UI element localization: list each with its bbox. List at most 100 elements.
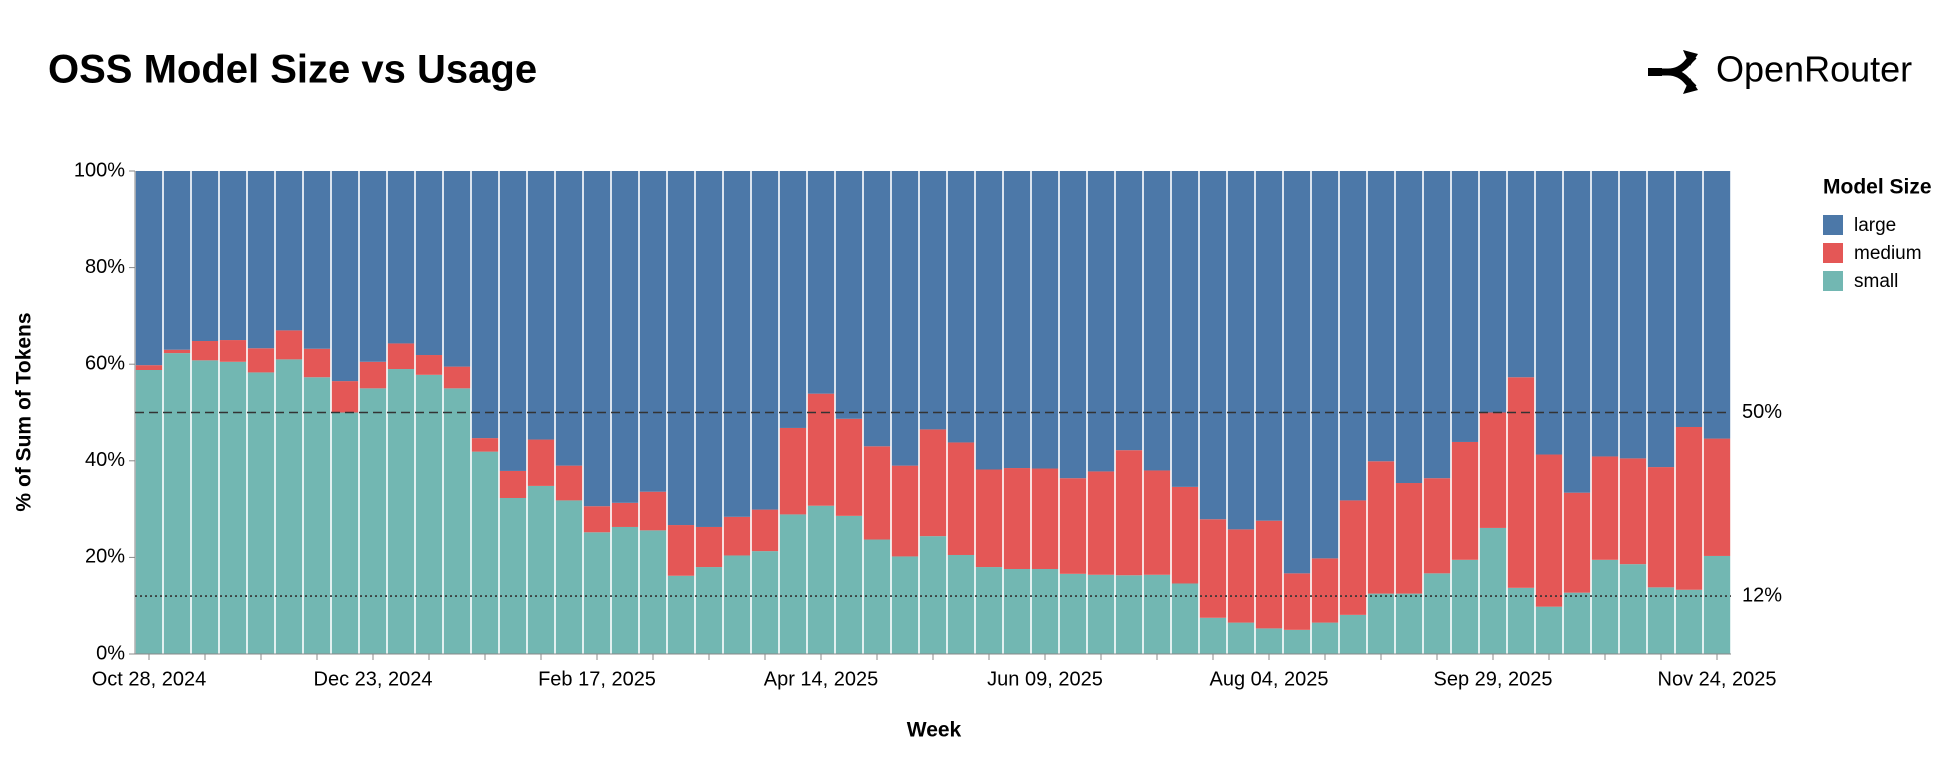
- bar-segment: [303, 348, 331, 378]
- bar-segment: [779, 427, 807, 515]
- bar-segment: [975, 567, 1003, 654]
- bar-segment: [247, 348, 275, 373]
- bar-segment: [807, 505, 835, 654]
- bar-segment: [1003, 568, 1031, 654]
- bar-segment: [807, 171, 835, 394]
- chart-title: OSS Model Size vs Usage: [48, 48, 537, 92]
- bar-segment: [1423, 478, 1451, 574]
- x-tick-label: Apr 14, 2025: [764, 668, 879, 690]
- bar-segment: [1367, 171, 1395, 462]
- bar-segment: [219, 171, 247, 341]
- bar-segment: [247, 372, 275, 654]
- bar-segment: [1591, 171, 1619, 457]
- bar-segment: [1535, 171, 1563, 455]
- bar-segment: [1059, 478, 1087, 574]
- bar-segment: [1563, 592, 1591, 654]
- x-tick-label: Sep 29, 2025: [1434, 668, 1553, 690]
- bar-segment: [1535, 606, 1563, 654]
- bar-segment: [1479, 412, 1507, 528]
- bar-segment: [1115, 171, 1143, 451]
- bar-segment: [1311, 558, 1339, 623]
- bar-segment: [303, 377, 331, 654]
- bar-segment: [1647, 171, 1675, 468]
- bar-segment: [723, 555, 751, 654]
- y-tick-label: 0%: [96, 642, 125, 664]
- bar-segment: [1227, 529, 1255, 623]
- bar-segment: [135, 171, 163, 366]
- bar-segment: [135, 369, 163, 654]
- bar-segment: [359, 361, 387, 389]
- bar-segment: [415, 355, 443, 375]
- bar-segment: [555, 465, 583, 501]
- bar-segment: [1171, 486, 1199, 584]
- bar-segment: [163, 171, 191, 350]
- bar-segment: [1171, 583, 1199, 654]
- bar-segment: [1619, 171, 1647, 459]
- bar-segment: [611, 171, 639, 503]
- bar-segment: [1563, 171, 1591, 493]
- reference-label: 12%: [1742, 584, 1782, 606]
- bar-segment: [275, 171, 303, 331]
- bar-segment: [1647, 467, 1675, 588]
- bar-segment: [471, 451, 499, 654]
- bar-segment: [1115, 575, 1143, 654]
- bar-segment: [1675, 171, 1703, 427]
- x-tick-label: Feb 17, 2025: [538, 668, 656, 690]
- bar-segment: [807, 393, 835, 506]
- bar-segment: [1171, 171, 1199, 487]
- bar-segment: [891, 171, 919, 466]
- bar-segment: [1479, 171, 1507, 413]
- bar-segment: [667, 171, 695, 526]
- bar-segment: [1507, 171, 1535, 378]
- bar-segment: [1227, 171, 1255, 530]
- bar-segment: [499, 171, 527, 471]
- legend-label: large: [1854, 215, 1896, 236]
- y-tick-label: 60%: [85, 352, 125, 374]
- bar-segment: [1591, 559, 1619, 654]
- bar-segment: [1255, 628, 1283, 654]
- bar-segment: [1535, 454, 1563, 607]
- bar-segment: [1423, 573, 1451, 654]
- bar-segment: [331, 412, 359, 654]
- bar-segment: [471, 171, 499, 439]
- bar-segment: [1087, 471, 1115, 575]
- legend-swatch: [1823, 215, 1843, 235]
- bar-segment: [1227, 622, 1255, 654]
- bar-segment: [863, 171, 891, 447]
- bar-segment: [863, 446, 891, 540]
- legend-swatch: [1823, 271, 1843, 291]
- bar-segment: [1395, 483, 1423, 594]
- bar-segment: [639, 491, 667, 531]
- x-tick-label: Aug 04, 2025: [1210, 668, 1329, 690]
- bar-segment: [1647, 587, 1675, 654]
- bar-segment: [191, 341, 219, 361]
- bar-segment: [779, 171, 807, 428]
- bar-segment: [303, 171, 331, 349]
- bar-segment: [919, 171, 947, 430]
- bar-segment: [667, 525, 695, 576]
- bar-segment: [135, 365, 163, 370]
- x-tick-label: Oct 28, 2024: [92, 668, 207, 690]
- bar-segment: [387, 343, 415, 370]
- reference-label: 50%: [1742, 401, 1782, 423]
- bar-segment: [1255, 520, 1283, 629]
- bar-segment: [1507, 377, 1535, 588]
- bar-segment: [387, 369, 415, 654]
- bar-segment: [1059, 573, 1087, 654]
- bar-segment: [415, 374, 443, 654]
- bar-segment: [471, 438, 499, 452]
- bar-segment: [947, 171, 975, 443]
- bar-segment: [723, 171, 751, 517]
- bar-segment: [975, 171, 1003, 470]
- x-axis-title: Week: [907, 719, 962, 742]
- bar-segment: [975, 469, 1003, 568]
- bar-segment: [1507, 587, 1535, 654]
- bar-segment: [611, 526, 639, 654]
- bar-segment: [499, 497, 527, 654]
- bar-segment: [1283, 573, 1311, 630]
- bar-segment: [1367, 593, 1395, 654]
- bar-segment: [1199, 171, 1227, 520]
- bar-segment: [583, 171, 611, 507]
- bar-segment: [1703, 171, 1731, 439]
